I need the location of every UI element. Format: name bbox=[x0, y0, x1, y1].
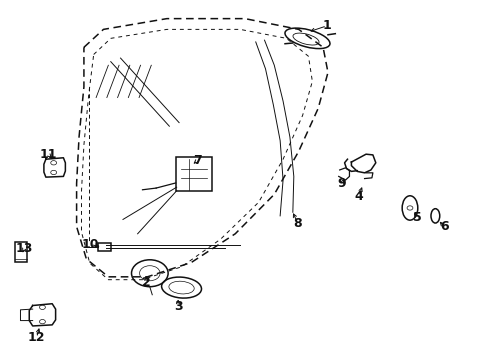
Text: 6: 6 bbox=[440, 220, 448, 233]
Text: 11: 11 bbox=[40, 148, 57, 161]
Bar bbox=[15, 242, 27, 262]
Text: 2: 2 bbox=[142, 276, 151, 289]
Text: 7: 7 bbox=[193, 154, 202, 167]
Text: 5: 5 bbox=[413, 211, 422, 224]
Text: 13: 13 bbox=[16, 242, 33, 255]
Text: 12: 12 bbox=[28, 331, 46, 344]
Text: 9: 9 bbox=[337, 177, 346, 190]
Text: 1: 1 bbox=[322, 19, 331, 32]
Bar bbox=[98, 243, 111, 251]
Text: 4: 4 bbox=[354, 190, 363, 203]
Bar bbox=[176, 157, 212, 192]
Text: 8: 8 bbox=[294, 216, 302, 230]
Text: 10: 10 bbox=[81, 238, 99, 251]
Text: 3: 3 bbox=[174, 300, 182, 313]
